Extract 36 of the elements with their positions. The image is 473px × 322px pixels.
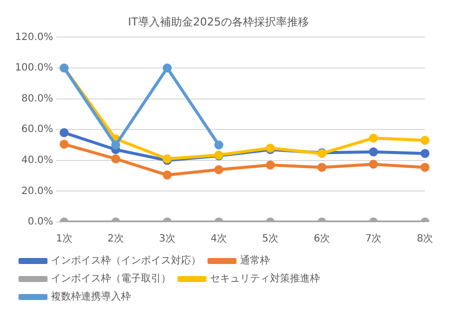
point: [368, 160, 378, 169]
x-tick-label: 7次: [365, 234, 382, 245]
y-tick-label: 120.0%: [14, 32, 54, 43]
y-tick-label: 80.0%: [21, 93, 54, 104]
legend-label: 複数枠連携導入枠: [51, 290, 131, 303]
point: [420, 136, 430, 145]
x-tick-label: 6次: [314, 234, 330, 245]
point: [111, 140, 120, 150]
point: [317, 162, 326, 172]
y-tick-label: 60.0%: [21, 124, 54, 136]
point: [420, 148, 430, 158]
point: [368, 134, 378, 143]
point: [214, 165, 224, 174]
point: [60, 128, 69, 138]
point: [368, 147, 378, 156]
y-tick-label: 20.0%: [21, 186, 54, 197]
x-tick-label: 8次: [416, 234, 434, 245]
y-tick-label: 0.0%: [28, 216, 54, 228]
legend-label: インボイス枠（インボイス対応）: [51, 254, 201, 267]
point: [420, 162, 430, 172]
x-tick-label: 3次: [159, 234, 176, 245]
x-tick-label: 1次: [56, 234, 72, 245]
legend-label: インボイス枠（電子取引）: [51, 272, 171, 285]
point: [111, 154, 120, 164]
legend-label: 通常枠: [240, 254, 270, 267]
point: [162, 170, 172, 180]
point: [214, 140, 224, 150]
y-tick-label: 40.0%: [21, 154, 54, 166]
x-tick-label: 2次: [107, 234, 124, 245]
legend-label: セキュリティ対策推進枠: [210, 272, 320, 285]
point: [266, 160, 275, 170]
y-tick-label: 100.0%: [14, 62, 54, 74]
chart-title: IT導入補助金2025の各枠採択率推移: [128, 15, 309, 28]
x-tick-label: 5次: [262, 234, 279, 245]
x-tick-label: 4次: [210, 234, 227, 245]
point: [60, 140, 69, 149]
